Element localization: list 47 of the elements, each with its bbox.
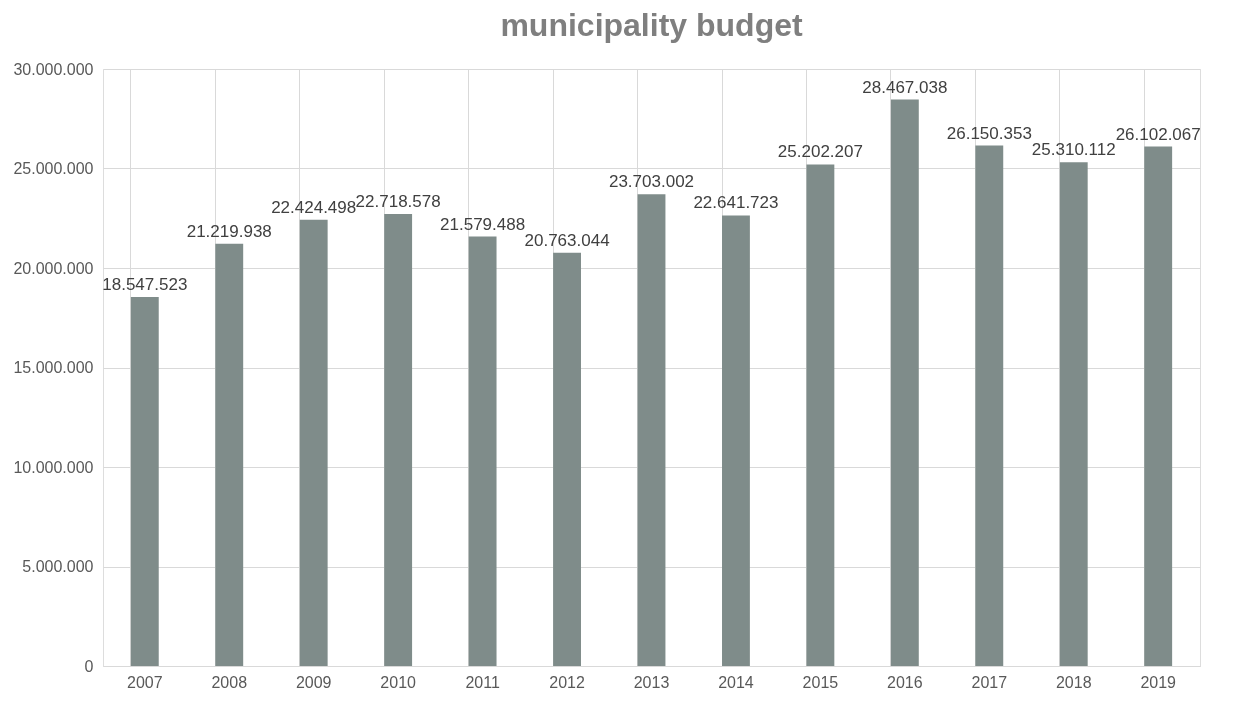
bar: [215, 243, 244, 666]
data-label: 18.547.523: [102, 274, 188, 294]
data-label: 21.579.488: [440, 214, 526, 234]
data-label: 22.641.723: [693, 193, 779, 213]
y-tick-label: 30.000.000: [13, 60, 94, 78]
data-label: 28.467.038: [862, 77, 948, 97]
y-tick-label: 25.000.000: [13, 160, 94, 177]
x-tick-label: 2017: [971, 673, 1008, 691]
data-label: 25.310.112: [1031, 140, 1116, 160]
y-tick-label: 20.000.000: [13, 259, 94, 277]
bar: [806, 164, 835, 666]
bar: [637, 194, 666, 666]
data-label: 25.202.207: [777, 142, 863, 162]
x-tick-label: 2011: [465, 673, 500, 691]
data-label: 26.102.067: [1115, 124, 1201, 144]
data-label: 22.718.578: [355, 191, 441, 211]
data-label: 21.219.938: [186, 221, 272, 241]
bar: [722, 215, 750, 666]
bar: [384, 213, 413, 666]
x-tick-label: 2009: [295, 673, 332, 691]
bar: [130, 296, 159, 666]
x-tick-label: 2007: [127, 673, 163, 691]
x-tick-label: 2013: [633, 673, 670, 691]
bar: [1059, 162, 1088, 666]
x-tick-label: 2012: [549, 673, 585, 691]
data-label: 22.424.498: [271, 197, 357, 217]
data-label: 26.150.353: [946, 123, 1032, 143]
chart-title: municipality budget: [500, 7, 803, 43]
bar: [1144, 146, 1173, 666]
y-tick-label: 5.000.000: [22, 558, 94, 575]
x-tick-label: 2014: [718, 673, 754, 691]
y-tick-label: 15.000.000: [13, 359, 94, 376]
bar: [468, 236, 497, 666]
y-tick-label: 0: [84, 657, 94, 675]
y-tick-label: 10.000.000: [13, 458, 94, 476]
bar: [299, 219, 328, 666]
x-tick-label: 2010: [380, 673, 417, 691]
x-tick-label: 2018: [1055, 673, 1092, 691]
x-tick-label: 2008: [211, 673, 248, 691]
bar: [553, 252, 581, 666]
x-tick-label: 2015: [802, 673, 839, 691]
bar: [890, 99, 919, 666]
x-tick-label: 2016: [887, 673, 923, 691]
data-label: 23.703.002: [608, 172, 695, 192]
data-label: 20.763.044: [524, 230, 610, 250]
bar: [975, 145, 1004, 666]
x-tick-label: 2019: [1140, 673, 1177, 691]
